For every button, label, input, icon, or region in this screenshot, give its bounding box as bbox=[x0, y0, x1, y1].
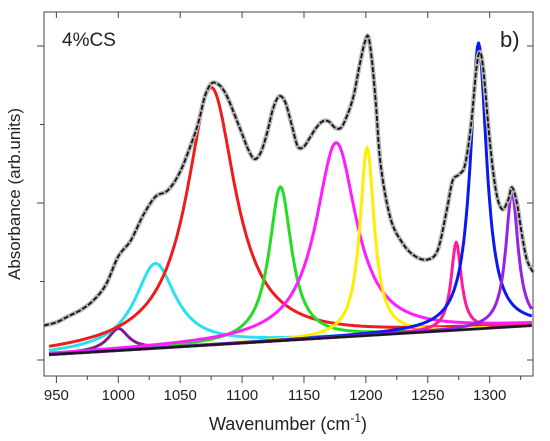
component-peak-1176 bbox=[48, 141, 532, 355]
x-tick-label: 1250 bbox=[411, 387, 444, 404]
x-axis-label-end: ) bbox=[361, 414, 367, 434]
x-tick-label: 1100 bbox=[226, 387, 258, 404]
experimental-spectrum bbox=[43, 34, 534, 327]
series-layer bbox=[43, 33, 536, 357]
x-tick-label: 1150 bbox=[288, 387, 320, 404]
plot-frame bbox=[43, 11, 534, 377]
x-axis-label-main: Wavenumber (cm bbox=[209, 414, 350, 434]
x-axis-label-sup: -1 bbox=[350, 411, 361, 425]
x-tick-label: 1000 bbox=[102, 387, 135, 404]
panel-label: b) bbox=[500, 27, 520, 52]
baseline-line bbox=[48, 324, 532, 356]
tick-marks bbox=[37, 12, 533, 383]
y-axis-label: Absorbance (arb.units) bbox=[5, 108, 24, 280]
x-tick-label: 1300 bbox=[473, 387, 506, 404]
fitted-envelope bbox=[43, 33, 536, 328]
x-axis-label: Wavenumber (cm-1) bbox=[209, 411, 367, 434]
x-tick-labels: 950 1000 1050 1100 1150 1200 1250 1300 bbox=[44, 387, 506, 404]
x-tick-label: 1050 bbox=[163, 387, 196, 404]
x-tick-label: 1200 bbox=[349, 387, 382, 404]
x-tick-label: 950 bbox=[44, 387, 69, 404]
component-peak-1075 bbox=[48, 85, 532, 348]
annotation-label: 4%CS bbox=[62, 30, 116, 51]
